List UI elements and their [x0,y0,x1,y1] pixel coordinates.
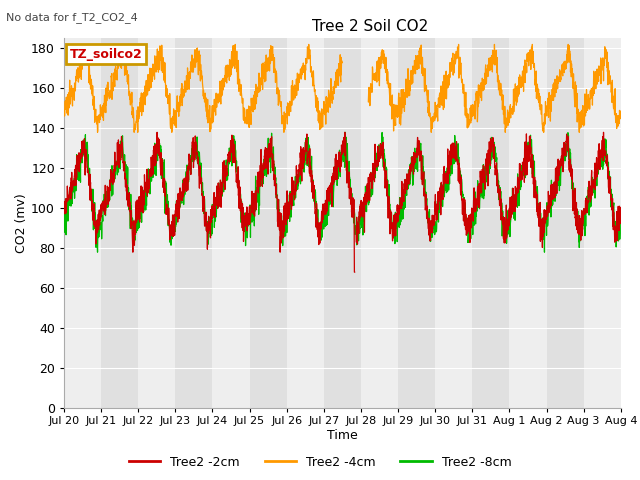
X-axis label: Time: Time [327,429,358,442]
Bar [472,38,509,408]
Legend: Tree2 -2cm, Tree2 -4cm, Tree2 -8cm: Tree2 -2cm, Tree2 -4cm, Tree2 -8cm [124,451,516,474]
Bar [398,38,435,408]
Bar [138,38,175,408]
Bar [101,38,138,408]
Bar [324,38,361,408]
Bar [212,38,250,408]
Bar [584,38,621,408]
Bar [435,38,472,408]
Bar [64,38,101,408]
Title: Tree 2 Soil CO2: Tree 2 Soil CO2 [312,20,428,35]
Bar [175,38,212,408]
Text: No data for f_T2_CO2_4: No data for f_T2_CO2_4 [6,12,138,23]
Y-axis label: CO2 (mv): CO2 (mv) [15,193,28,253]
Bar [509,38,547,408]
Bar [250,38,287,408]
Text: TZ_soilco2: TZ_soilco2 [70,48,142,60]
Bar [547,38,584,408]
Bar [361,38,398,408]
Bar [621,38,640,408]
Bar [287,38,324,408]
